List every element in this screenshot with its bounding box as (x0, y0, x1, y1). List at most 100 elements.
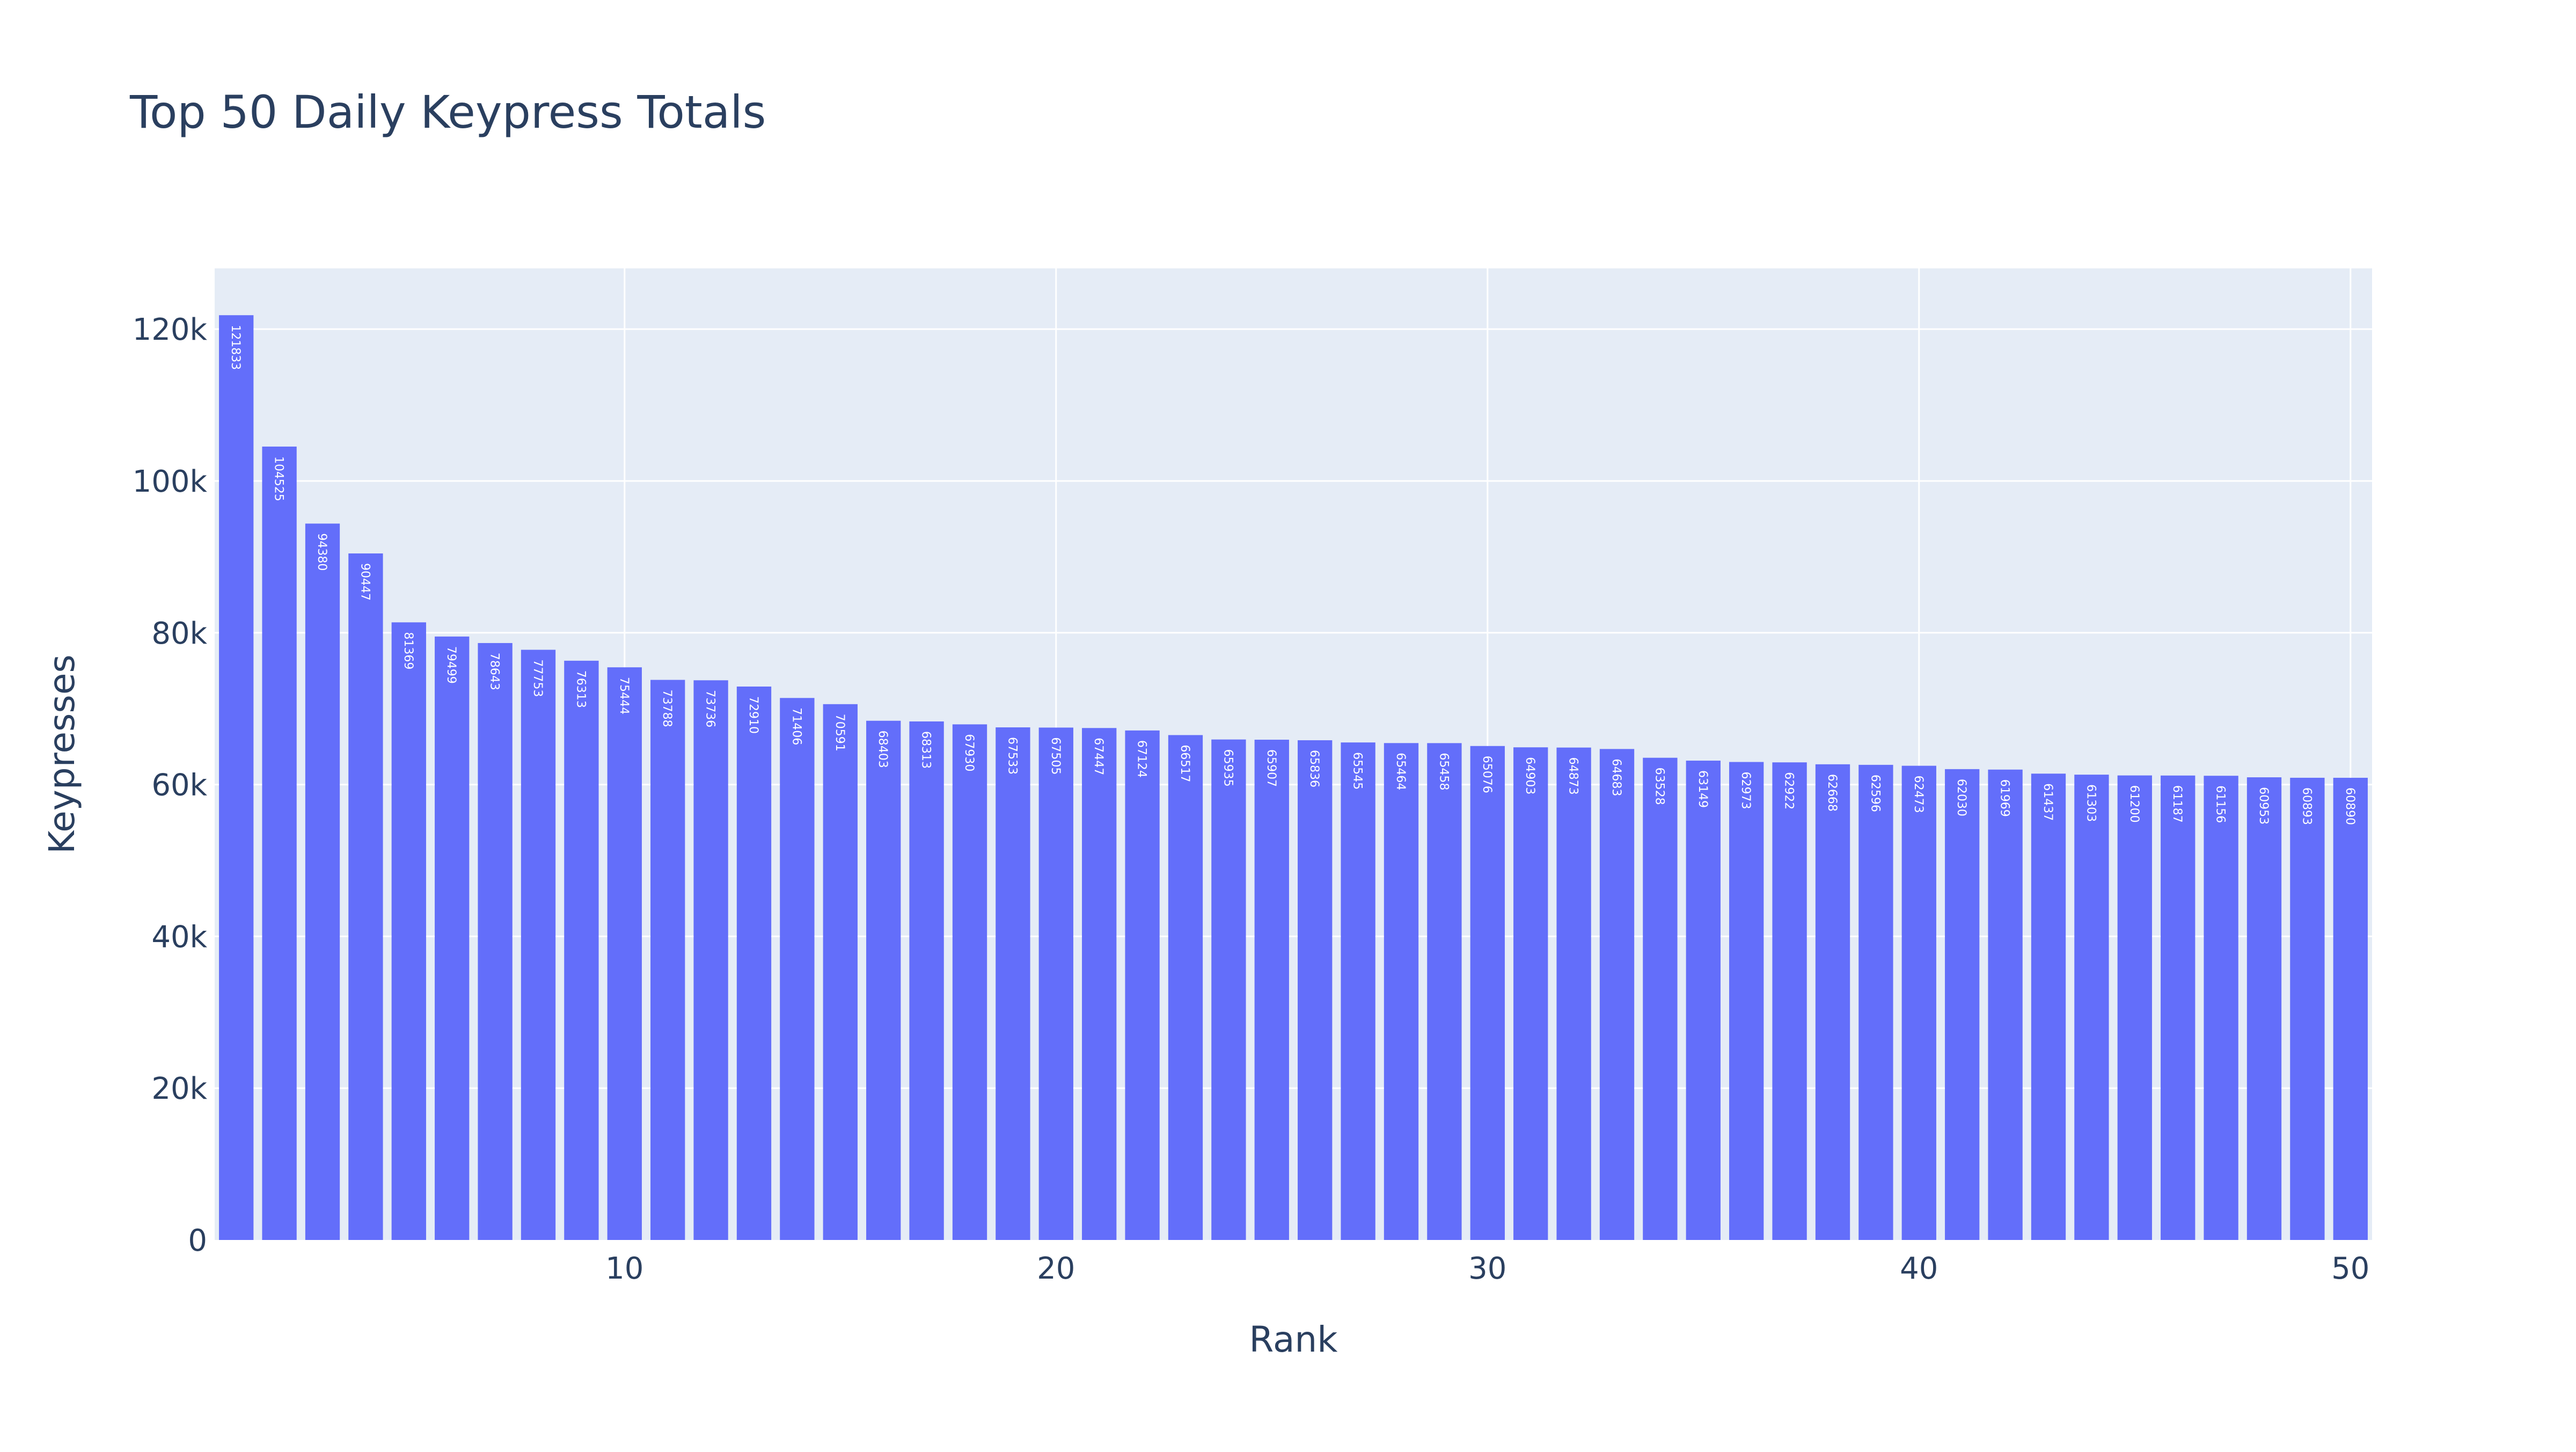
bar (1513, 747, 1548, 1240)
x-tick-label: 40 (1900, 1251, 1938, 1286)
bar (1470, 746, 1505, 1240)
bar-value-label: 65935 (1221, 749, 1234, 787)
bar (1901, 765, 1936, 1240)
bar-value-label: 104525 (272, 456, 286, 501)
bar (521, 650, 556, 1240)
bar-value-label: 64873 (1567, 757, 1580, 795)
bar-value-label: 65464 (1394, 753, 1407, 790)
bar (1211, 739, 1246, 1240)
bar-value-label: 61969 (1998, 779, 2011, 817)
y-tick-label: 100k (133, 464, 208, 499)
bar-value-label: 68403 (876, 731, 889, 768)
bar-value-label: 62922 (1782, 772, 1796, 809)
bar-value-label: 61437 (2041, 783, 2054, 821)
bar (1815, 764, 1850, 1240)
bar (2290, 777, 2325, 1240)
bar (305, 523, 340, 1240)
bar (693, 680, 728, 1240)
bar-value-label: 65836 (1307, 750, 1321, 787)
bar (909, 721, 944, 1240)
bar-value-label: 61200 (2127, 785, 2141, 823)
bar (1168, 735, 1203, 1240)
bar-value-label: 60953 (2257, 787, 2270, 824)
bar-value-label: 62030 (1955, 779, 1968, 816)
bar-value-label: 67124 (1135, 740, 1148, 778)
bar-value-label: 67447 (1092, 738, 1105, 775)
x-tick-label: 30 (1468, 1251, 1506, 1286)
bar-value-label: 77753 (531, 660, 544, 697)
bar-value-label: 65907 (1264, 749, 1278, 787)
bar-value-label: 61187 (2170, 785, 2184, 823)
bar-value-label: 64903 (1523, 757, 1536, 794)
bar-value-label: 65545 (1351, 752, 1364, 790)
bar (952, 724, 987, 1240)
bar (1858, 764, 1893, 1240)
bar (2161, 775, 2196, 1240)
bar (866, 720, 901, 1240)
bar (1729, 762, 1764, 1240)
bar (2246, 777, 2282, 1240)
bar-value-label: 67930 (962, 734, 976, 771)
chart-title: Top 50 Daily Keypress Totals (130, 86, 766, 138)
bar (1384, 743, 1419, 1240)
bar-value-label: 71406 (789, 707, 803, 745)
bar-value-label: 63528 (1652, 768, 1666, 805)
bar-value-label: 65076 (1480, 756, 1494, 793)
bar (564, 660, 599, 1240)
bar-value-label: 62668 (1825, 774, 1839, 812)
bar (2031, 774, 2066, 1240)
bar-value-label: 67505 (1049, 737, 1062, 775)
bar (391, 622, 426, 1240)
bar-value-label: 66517 (1178, 745, 1191, 782)
bar (650, 680, 685, 1240)
bar (1945, 769, 1980, 1240)
bar-value-label: 78643 (488, 653, 501, 690)
bar (780, 698, 815, 1240)
bar (1772, 762, 1807, 1240)
bar (219, 315, 254, 1240)
bar (2117, 775, 2152, 1240)
bar-value-label: 75444 (617, 677, 631, 714)
bar-value-label: 70591 (833, 714, 846, 751)
bar (1038, 727, 1073, 1240)
y-tick-label: 80k (151, 616, 207, 651)
bar (478, 643, 513, 1240)
bar (736, 687, 772, 1240)
bar-value-label: 61303 (2084, 784, 2097, 822)
bar-value-label: 68313 (919, 731, 933, 769)
y-tick-label: 20k (151, 1071, 207, 1106)
bar-value-label: 63149 (1696, 770, 1709, 808)
bar (1298, 740, 1333, 1240)
bar (2074, 775, 2109, 1240)
x-axis-ticks: 10 20 30 40 50 (605, 1251, 2369, 1286)
bar-value-label: 62973 (1739, 772, 1752, 809)
x-axis-title: Rank (1249, 1319, 1338, 1360)
bar (348, 553, 383, 1240)
bar (1599, 749, 1635, 1240)
bar-value-label: 62596 (1868, 775, 1882, 812)
bar-value-label: 62473 (1912, 776, 1925, 813)
bar (823, 704, 858, 1240)
bar-value-label: 81369 (401, 632, 415, 669)
bar-value-label: 60890 (2343, 787, 2357, 825)
bar (1082, 728, 1117, 1240)
bar-value-label: 65458 (1437, 753, 1450, 790)
bar-value-label: 94380 (315, 533, 328, 571)
bar-value-label: 79499 (444, 646, 458, 684)
bar (2204, 776, 2238, 1240)
bar (1125, 730, 1160, 1240)
bar-labels: 121833 104525 94380 90447 81369 79499 78643 777… (229, 325, 2357, 825)
bar (1254, 740, 1289, 1240)
bar (607, 667, 642, 1240)
bar (1643, 757, 1678, 1240)
bar-value-label: 76313 (574, 670, 587, 708)
bar-value-label: 121833 (229, 325, 242, 370)
bar-value-label: 73788 (660, 690, 674, 727)
bar-value-label: 67533 (1005, 737, 1019, 775)
x-tick-label: 10 (605, 1251, 643, 1286)
bars (219, 315, 2368, 1240)
bar-value-label: 72910 (747, 696, 760, 734)
y-tick-label: 40k (151, 920, 207, 954)
y-tick-label: 60k (151, 768, 207, 803)
